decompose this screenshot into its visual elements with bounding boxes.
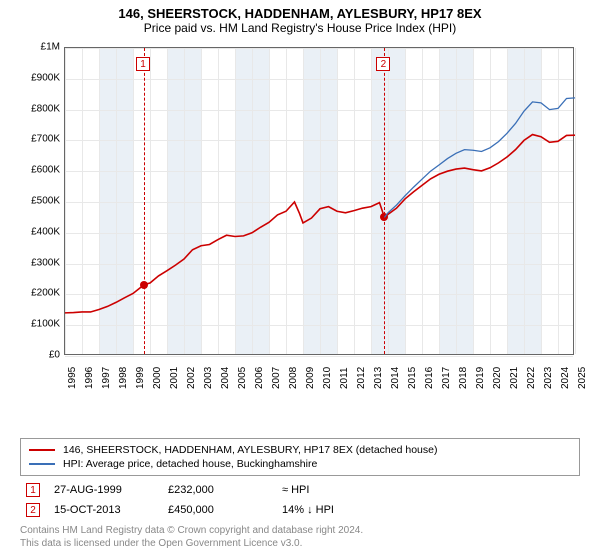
x-tick-label: 2022: [526, 367, 537, 389]
x-tick-label: 2002: [186, 367, 197, 389]
y-tick-label: £500K: [20, 196, 60, 207]
x-tick-label: 2025: [577, 367, 588, 389]
x-tick-label: 2007: [271, 367, 282, 389]
legend: 146, SHEERSTOCK, HADDENHAM, AYLESBURY, H…: [20, 438, 580, 476]
transaction-price: £232,000: [168, 484, 268, 496]
legend-row: HPI: Average price, detached house, Buck…: [29, 457, 571, 471]
legend-label: HPI: Average price, detached house, Buck…: [63, 458, 317, 470]
x-tick-label: 2010: [322, 367, 333, 389]
transaction-date: 27-AUG-1999: [54, 484, 154, 496]
transaction-row: 1 27-AUG-1999 £232,000 ≈ HPI: [20, 480, 580, 500]
y-tick-label: £800K: [20, 103, 60, 114]
marker-box: 1: [136, 57, 150, 71]
y-tick-label: £600K: [20, 165, 60, 176]
x-tick-label: 1997: [101, 367, 112, 389]
x-tick-label: 2021: [509, 367, 520, 389]
x-tick-label: 2024: [560, 367, 571, 389]
x-tick-label: 2011: [339, 367, 350, 389]
y-tick-label: £300K: [20, 257, 60, 268]
y-tick-label: £700K: [20, 134, 60, 145]
x-tick-label: 1995: [67, 367, 78, 389]
legend-row: 146, SHEERSTOCK, HADDENHAM, AYLESBURY, H…: [29, 443, 571, 457]
y-tick-label: £400K: [20, 226, 60, 237]
transaction-marker: 1: [26, 483, 40, 497]
legend-label: 146, SHEERSTOCK, HADDENHAM, AYLESBURY, H…: [63, 444, 437, 456]
footer: Contains HM Land Registry data © Crown c…: [20, 524, 580, 550]
x-tick-label: 1998: [118, 367, 129, 389]
chart-lines: [65, 48, 573, 354]
page-subtitle: Price paid vs. HM Land Registry's House …: [10, 21, 590, 35]
x-tick-label: 2017: [441, 367, 452, 389]
transaction-delta: 14% ↓ HPI: [282, 504, 574, 516]
x-tick-label: 2013: [373, 367, 384, 389]
plot-area: [64, 47, 574, 355]
transaction-delta: ≈ HPI: [282, 484, 574, 496]
x-tick-label: 2012: [356, 367, 367, 389]
series-property: [65, 135, 575, 313]
x-tick-label: 2009: [305, 367, 316, 389]
x-tick-label: 2014: [390, 367, 401, 389]
x-tick-label: 2020: [492, 367, 503, 389]
x-tick-label: 2005: [237, 367, 248, 389]
y-tick-label: £100K: [20, 319, 60, 330]
x-tick-label: 2004: [220, 367, 231, 389]
transaction-marker: 2: [26, 503, 40, 517]
x-tick-label: 2018: [458, 367, 469, 389]
gridline-v: [575, 48, 576, 354]
x-tick-label: 1999: [135, 367, 146, 389]
transaction-date: 15-OCT-2013: [54, 504, 154, 516]
y-tick-label: £900K: [20, 72, 60, 83]
transaction-row: 2 15-OCT-2013 £450,000 14% ↓ HPI: [20, 500, 580, 520]
footer-line-1: Contains HM Land Registry data © Crown c…: [20, 524, 580, 537]
page-title: 146, SHEERSTOCK, HADDENHAM, AYLESBURY, H…: [10, 6, 590, 21]
transactions-table: 1 27-AUG-1999 £232,000 ≈ HPI 2 15-OCT-2013 £45…: [20, 480, 580, 520]
marker-box: 2: [376, 57, 390, 71]
footer-line-2: This data is licensed under the Open Gov…: [20, 537, 580, 550]
x-tick-label: 2000: [152, 367, 163, 389]
y-tick-label: £0: [20, 350, 60, 361]
x-tick-label: 2001: [169, 367, 180, 389]
y-tick-label: £200K: [20, 288, 60, 299]
x-tick-label: 2019: [475, 367, 486, 389]
x-tick-label: 2016: [424, 367, 435, 389]
x-tick-label: 2015: [407, 367, 418, 389]
gridline-h: [65, 356, 573, 357]
x-tick-label: 2023: [543, 367, 554, 389]
x-tick-label: 1996: [84, 367, 95, 389]
x-tick-label: 2006: [254, 367, 265, 389]
transaction-price: £450,000: [168, 504, 268, 516]
chart-container: £0 £100K £200K £300K £400K £500K £600K £700K £80…: [20, 41, 580, 401]
x-tick-label: 2003: [203, 367, 214, 389]
y-tick-label: £1M: [20, 42, 60, 53]
series-hpi: [384, 98, 575, 218]
x-tick-label: 2008: [288, 367, 299, 389]
legend-swatch: [29, 449, 55, 451]
legend-swatch: [29, 463, 55, 465]
